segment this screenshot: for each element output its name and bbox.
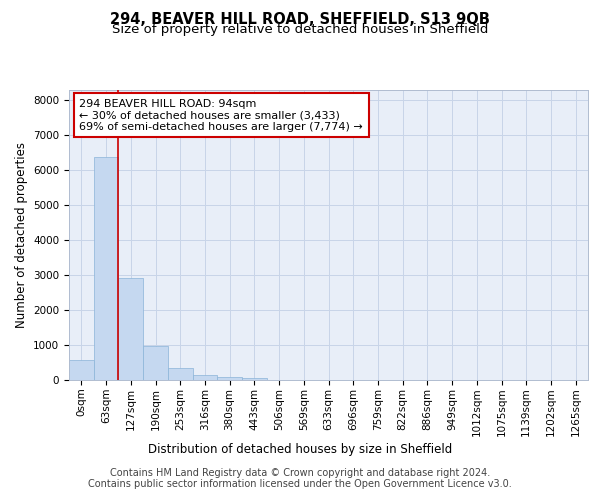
Bar bbox=[69, 360, 94, 380]
Bar bbox=[118, 278, 143, 380]
Bar bbox=[193, 374, 217, 380]
Bar bbox=[143, 346, 168, 380]
Bar bbox=[242, 378, 267, 380]
Text: 294 BEAVER HILL ROAD: 94sqm
← 30% of detached houses are smaller (3,433)
69% of : 294 BEAVER HILL ROAD: 94sqm ← 30% of det… bbox=[79, 98, 363, 132]
Text: 294, BEAVER HILL ROAD, SHEFFIELD, S13 9QB: 294, BEAVER HILL ROAD, SHEFFIELD, S13 9Q… bbox=[110, 12, 490, 28]
Bar bbox=[94, 157, 118, 380]
Text: Contains public sector information licensed under the Open Government Licence v3: Contains public sector information licen… bbox=[88, 479, 512, 489]
Y-axis label: Number of detached properties: Number of detached properties bbox=[14, 142, 28, 328]
Text: Distribution of detached houses by size in Sheffield: Distribution of detached houses by size … bbox=[148, 442, 452, 456]
Bar bbox=[168, 368, 193, 380]
Text: Contains HM Land Registry data © Crown copyright and database right 2024.: Contains HM Land Registry data © Crown c… bbox=[110, 468, 490, 478]
Text: Size of property relative to detached houses in Sheffield: Size of property relative to detached ho… bbox=[112, 24, 488, 36]
Bar bbox=[217, 377, 242, 380]
